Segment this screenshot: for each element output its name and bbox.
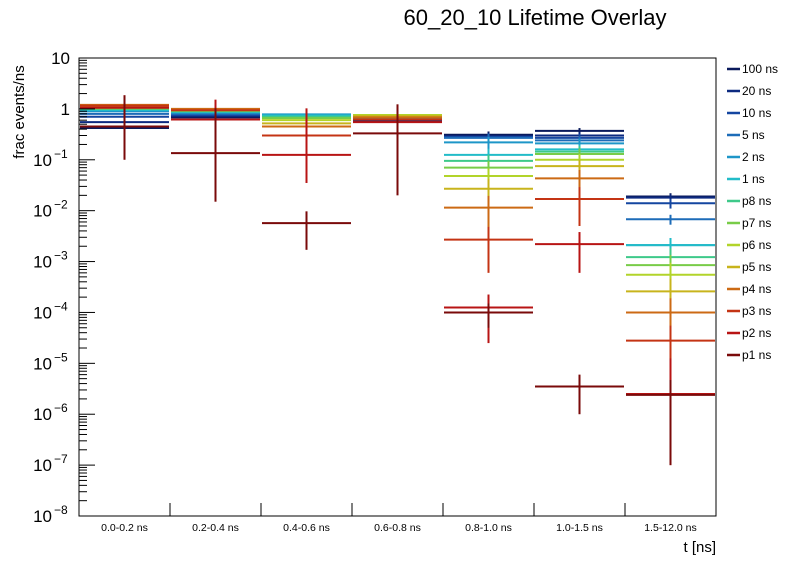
y-tick-label: 10: [33, 354, 52, 373]
legend-label: p2 ns: [742, 326, 771, 340]
legend-label: p6 ns: [742, 238, 771, 252]
x-tick-label: 0.4-0.6 ns: [283, 522, 330, 534]
y-tick-exponent: −8: [54, 503, 68, 517]
legend-label: p4 ns: [742, 282, 771, 296]
legend-label: p8 ns: [742, 194, 771, 208]
y-tick-label: 10: [33, 456, 52, 475]
series-p1-ns: [80, 95, 715, 466]
x-tick-label: 0.8-1.0 ns: [465, 522, 512, 534]
y-tick-label: 1: [61, 100, 70, 119]
y-tick-exponent: −5: [54, 350, 68, 364]
series-layer: [80, 95, 715, 466]
y-tick-label: 10: [33, 253, 52, 272]
x-tick-label: 1.5-12.0 ns: [644, 522, 697, 534]
legend-label: p1 ns: [742, 348, 771, 362]
y-tick-exponent: −2: [54, 198, 68, 212]
x-tick-label: 0.2-0.4 ns: [192, 522, 239, 534]
x-axis-label: t [ns]: [683, 539, 716, 556]
y-tick-exponent: −7: [54, 452, 68, 466]
legend-label: 1 ns: [742, 172, 765, 186]
legend-label: 10 ns: [742, 106, 771, 120]
x-axis: 0.0-0.2 ns 0.2-0.4 ns 0.4-0.6 ns 0.6-0.8 ns…: [101, 503, 697, 534]
y-tick-label: 10: [33, 405, 52, 424]
legend-label: p7 ns: [742, 216, 771, 230]
y-tick-exponent: −6: [54, 401, 68, 415]
x-tick-label: 1.0-1.5 ns: [556, 522, 603, 534]
y-tick-label: 10: [33, 151, 52, 170]
y-tick-exponent: −3: [54, 249, 68, 263]
y-tick-label: 10: [33, 507, 52, 526]
legend-label: 20 ns: [742, 84, 771, 98]
y-tick-label: 10: [33, 202, 52, 221]
y-tick-exponent: −4: [54, 299, 68, 313]
x-tick-label: 0.0-0.2 ns: [101, 522, 148, 534]
plot-frame: [78, 57, 717, 517]
y-tick-label: 10: [33, 303, 52, 322]
legend-label: 5 ns: [742, 128, 765, 142]
legend-label: 2 ns: [742, 150, 765, 164]
legend-label: 100 ns: [742, 62, 778, 76]
x-tick-label: 0.6-0.8 ns: [374, 522, 421, 534]
legend: 100 ns 20 ns 10 ns 5 ns 2 ns 1 ns p8 ns p7 ns p6…: [727, 62, 778, 362]
chart-title: 60_20_10 Lifetime Overlay: [404, 5, 667, 30]
legend-label: p3 ns: [742, 304, 771, 318]
y-axis-label: frac events/ns: [11, 65, 28, 158]
y-tick-label: 10: [51, 49, 70, 68]
legend-label: p5 ns: [742, 260, 771, 274]
y-tick-exponent: −1: [54, 147, 68, 161]
